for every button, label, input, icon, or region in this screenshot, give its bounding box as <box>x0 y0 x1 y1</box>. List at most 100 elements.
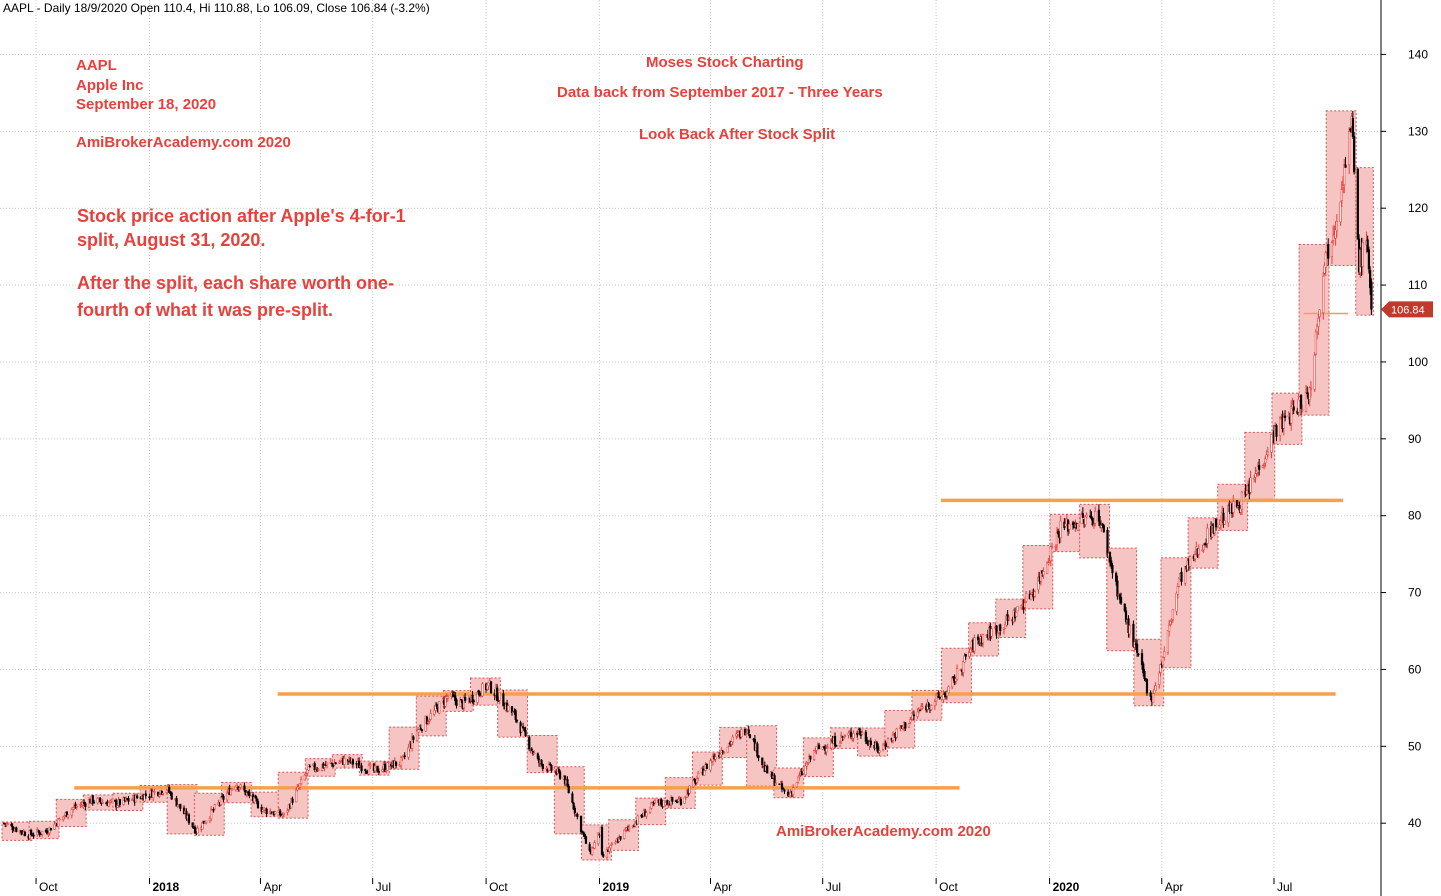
candle-body <box>726 746 729 753</box>
candle-body <box>446 696 449 699</box>
y-tick-label: 90 <box>1408 432 1422 446</box>
candle-body <box>58 818 61 821</box>
candle-body <box>593 842 596 849</box>
candle-body <box>800 771 803 776</box>
candle-body <box>1023 602 1027 608</box>
range-box <box>553 766 585 835</box>
candle-body <box>1050 546 1054 549</box>
candle-body <box>1068 523 1071 530</box>
candle-body <box>394 761 398 766</box>
candle-body <box>962 661 965 673</box>
candle-body <box>455 699 458 706</box>
candle-body <box>110 799 113 802</box>
candle-body <box>1327 243 1330 259</box>
candle-body <box>521 726 525 729</box>
candle-body <box>636 815 639 825</box>
candle-body <box>412 736 415 740</box>
candle-body <box>1341 185 1345 188</box>
candle-body <box>547 764 551 771</box>
candle-body <box>1168 624 1171 632</box>
candle-body <box>550 765 553 771</box>
candle-body <box>343 758 346 765</box>
candle-body <box>339 759 342 762</box>
candle-body <box>317 769 320 771</box>
candle-body <box>838 742 842 747</box>
candle-body <box>438 701 441 714</box>
x-tick-label: 2018 <box>152 880 179 894</box>
candle-body <box>427 721 430 724</box>
candle-body <box>168 787 171 793</box>
range-box <box>193 792 225 836</box>
candle-body <box>226 792 229 801</box>
candle-body <box>695 778 699 783</box>
candle-body <box>747 729 750 734</box>
candle-body <box>1279 417 1282 436</box>
candle-body <box>303 774 306 781</box>
candle-body <box>1304 392 1308 412</box>
candle-body <box>1306 392 1309 395</box>
candle-body <box>1245 490 1248 495</box>
candle-body <box>756 743 759 757</box>
candle-body <box>515 719 519 722</box>
candle-body <box>1145 678 1149 694</box>
candle-body <box>304 773 308 776</box>
x-tick-label: Apr <box>713 880 732 894</box>
candle-body <box>757 755 760 758</box>
candle-body <box>187 814 191 824</box>
candle-body <box>32 834 35 837</box>
candle-body <box>709 760 712 771</box>
candle-body <box>1033 591 1036 597</box>
candle-body <box>951 677 954 688</box>
candle-body <box>540 760 543 765</box>
candle-body <box>804 765 807 775</box>
candle-body <box>313 763 316 771</box>
candle-body <box>536 753 539 760</box>
candle-body <box>1349 128 1352 131</box>
candle-body <box>1348 131 1351 166</box>
candle-body <box>774 782 777 786</box>
candle-body <box>144 793 147 796</box>
candle-body <box>1137 653 1140 656</box>
candle-body <box>1324 252 1327 268</box>
candle-body <box>429 713 432 720</box>
candle-body <box>1297 398 1300 413</box>
candle-body <box>692 779 695 788</box>
candle-body <box>782 787 785 790</box>
candle-body <box>1287 414 1290 418</box>
candle-body <box>1158 672 1161 685</box>
candle-body <box>740 729 743 737</box>
candle-body <box>75 805 78 808</box>
candle-body <box>1055 532 1059 546</box>
y-tick-label: 50 <box>1408 739 1422 753</box>
candle-body <box>964 654 967 657</box>
candle-body <box>41 830 44 835</box>
candle-body <box>23 831 27 837</box>
candle-body <box>533 752 536 755</box>
candle-body <box>1177 577 1181 587</box>
candle-body <box>201 821 204 830</box>
candle-body <box>116 805 119 808</box>
x-tick-label: Oct <box>39 880 58 894</box>
candle-body <box>1214 518 1218 528</box>
candle-body <box>70 809 73 816</box>
candle-body <box>1202 544 1205 551</box>
candle-body <box>1264 458 1267 464</box>
range-box <box>1355 167 1374 316</box>
candle-body <box>591 847 594 855</box>
candle-body <box>291 798 294 803</box>
candle-body <box>798 775 801 778</box>
candle-body <box>234 786 237 791</box>
candle-body <box>295 789 298 803</box>
candle-body <box>748 734 752 739</box>
candle-body <box>1249 477 1252 493</box>
candle-body <box>1124 610 1128 623</box>
x-axis-ticks: Oct 2018 Apr Jul Oct 2019 Apr Jul Oct 2020 Apr Jul <box>35 878 1292 894</box>
candle-body <box>170 792 173 800</box>
candle-body <box>1116 580 1119 597</box>
candle-body <box>377 771 380 773</box>
candle-body <box>118 799 121 806</box>
candle-body <box>864 731 867 742</box>
note-split-line2: split, August 31, 2020. <box>77 230 265 250</box>
candle-body <box>1084 516 1087 525</box>
candle-body <box>407 747 410 758</box>
